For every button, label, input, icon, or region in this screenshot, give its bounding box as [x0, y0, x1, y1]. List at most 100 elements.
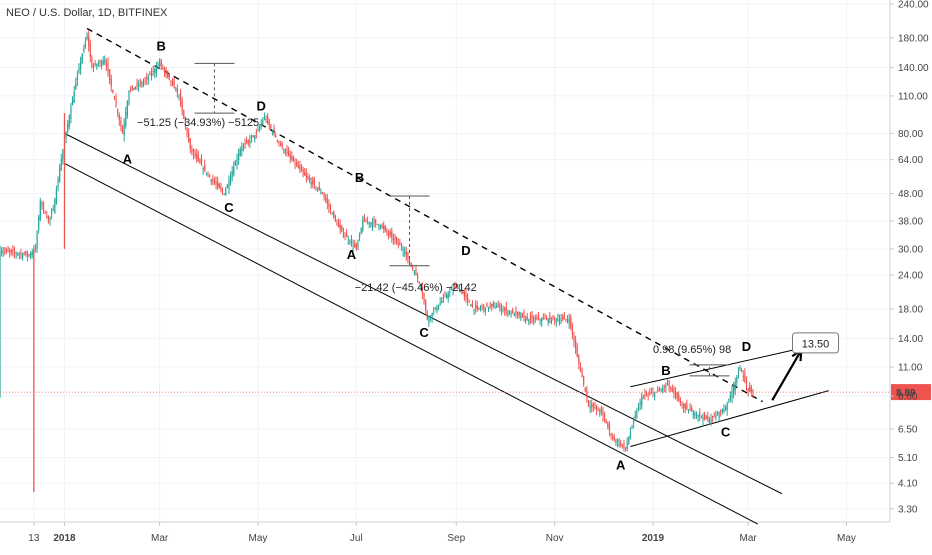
candle-body — [657, 388, 659, 392]
candle — [12, 244, 14, 257]
candle — [468, 299, 470, 303]
candle — [404, 246, 406, 257]
candle-body — [113, 96, 116, 100]
candle — [710, 413, 712, 426]
candle-body — [726, 403, 728, 411]
candle-body — [504, 309, 506, 311]
measure-label: −51.25 (−34.93%) −5125 — [137, 117, 259, 129]
candle-body — [128, 90, 130, 105]
candle — [333, 210, 335, 219]
candle-body — [744, 373, 746, 382]
candle — [149, 70, 151, 76]
candle-body — [444, 295, 446, 297]
candle — [713, 412, 715, 418]
candle-body — [384, 226, 386, 231]
candle — [139, 78, 141, 88]
candle — [202, 166, 204, 175]
candle-body — [460, 291, 462, 293]
candle-body — [268, 121, 270, 126]
candle — [170, 80, 172, 87]
candle-body — [626, 442, 628, 450]
candle — [342, 227, 345, 239]
candle-body — [489, 305, 491, 307]
candle-body — [637, 406, 640, 410]
candle-body — [750, 387, 752, 392]
candle — [700, 415, 702, 419]
candle-body — [562, 317, 564, 320]
target-box[interactable] — [792, 332, 840, 354]
candle — [297, 160, 299, 169]
candle-body — [78, 67, 80, 72]
candle — [115, 93, 117, 108]
candle-body — [117, 109, 119, 114]
candle-body — [494, 305, 496, 309]
x-tick-label: 2019 — [642, 533, 665, 544]
candle-body — [628, 437, 630, 444]
candle-body — [215, 181, 217, 185]
candle-body — [563, 316, 565, 320]
candle-body — [650, 392, 652, 394]
measure-tool[interactable]: 0.98 (9.65%) 98 — [653, 344, 731, 377]
candle — [131, 85, 133, 92]
candle-body — [645, 395, 648, 397]
candle-body — [221, 189, 224, 192]
candle-body — [441, 300, 443, 303]
candle — [644, 388, 646, 400]
candle — [97, 60, 99, 68]
candle — [23, 251, 25, 256]
candle — [457, 284, 459, 290]
candle — [431, 312, 433, 323]
candle — [55, 185, 58, 205]
candle-body — [576, 347, 578, 357]
candle — [249, 134, 251, 148]
candle — [512, 307, 514, 314]
candle — [587, 399, 590, 407]
candle — [495, 302, 498, 309]
candle-body — [433, 311, 435, 313]
candle — [666, 379, 669, 386]
candle-body — [202, 168, 204, 170]
x-axis[interactable]: 13 2018 Mar May Jul Sep Nov 2019 Mar May — [28, 522, 856, 544]
candle-body — [545, 317, 548, 320]
last-price-tag[interactable] — [891, 384, 931, 401]
candle-body — [426, 312, 428, 320]
candle-body — [238, 153, 240, 161]
candle — [683, 402, 685, 413]
measure-tool[interactable]: −21.42 (−45.46%) −2142 — [355, 195, 477, 294]
candle-body — [292, 155, 295, 162]
candle-body — [639, 401, 641, 405]
candle — [705, 414, 707, 420]
candle — [141, 80, 143, 88]
candle-body — [178, 95, 180, 97]
candle — [171, 78, 174, 87]
candle-body — [125, 112, 127, 126]
candle — [537, 311, 540, 321]
candle-body — [457, 287, 459, 290]
candle — [573, 331, 575, 348]
measure-tool[interactable]: −51.25 (−34.93%) −5125 — [137, 62, 259, 129]
candle-body — [378, 224, 380, 228]
candle — [521, 312, 523, 319]
candle-body — [226, 184, 228, 188]
candle — [639, 398, 641, 411]
candle-body — [591, 405, 593, 407]
candle-body — [691, 407, 693, 412]
candle-body — [513, 313, 515, 316]
candle — [623, 440, 625, 452]
y-axis[interactable]: 240.00 180.00 140.00 110.00 80.00 64.00 48.00 3… — [890, 0, 929, 515]
candle-body — [737, 371, 740, 374]
candle-body — [531, 315, 533, 320]
wave-label: C — [224, 200, 234, 215]
candle — [628, 436, 630, 445]
candle — [673, 385, 675, 399]
candle — [439, 297, 441, 306]
candle-body — [263, 116, 266, 119]
candle-body — [99, 61, 101, 63]
candle-body — [70, 107, 72, 120]
candle — [470, 304, 472, 307]
candle — [641, 392, 643, 410]
candle — [371, 217, 374, 231]
candle-body — [179, 92, 182, 104]
